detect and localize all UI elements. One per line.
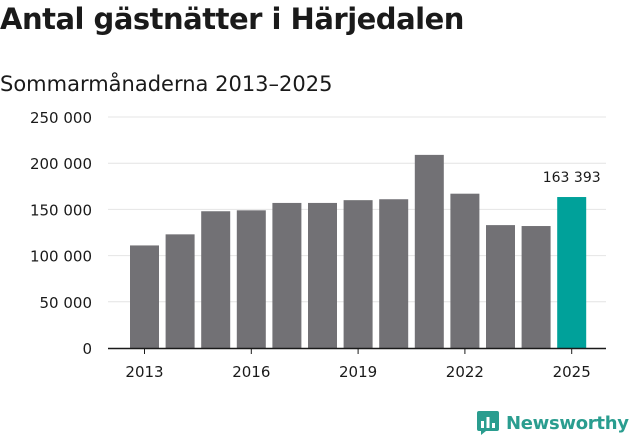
newsworthy-logo-icon bbox=[477, 411, 499, 435]
brand-name: Newsworthy bbox=[506, 412, 629, 434]
bar bbox=[308, 202, 337, 348]
y-tick-label: 100 000 bbox=[30, 248, 92, 266]
bar bbox=[450, 193, 480, 348]
bar bbox=[130, 245, 159, 348]
x-tick-label: 2025 bbox=[553, 363, 591, 381]
bar bbox=[379, 199, 409, 348]
x-tick-label: 2013 bbox=[125, 363, 163, 381]
bar bbox=[414, 154, 444, 348]
bar bbox=[201, 211, 231, 348]
brand-logo: Newsworthy bbox=[476, 408, 629, 438]
bar bbox=[272, 202, 302, 348]
chart-subtitle: Sommarmånaderna 2013–2025 bbox=[0, 72, 333, 96]
y-tick-label: 150 000 bbox=[30, 201, 92, 219]
y-tick-label: 200 000 bbox=[30, 155, 92, 173]
x-tick-label: 2019 bbox=[339, 363, 377, 381]
chart-title: Antal gästnätter i Härjedalen bbox=[0, 2, 464, 36]
y-tick-label: 0 bbox=[82, 340, 92, 358]
bar bbox=[165, 234, 195, 348]
x-tick-label: 2022 bbox=[446, 363, 484, 381]
bar bbox=[557, 197, 587, 348]
x-tick-label: 2016 bbox=[232, 363, 270, 381]
bar bbox=[521, 226, 551, 348]
y-tick-label: 50 000 bbox=[40, 294, 93, 312]
y-tick-label: 250 000 bbox=[30, 109, 92, 127]
bar bbox=[343, 200, 373, 348]
bar bbox=[236, 210, 266, 348]
data-label: 163 393 bbox=[543, 170, 601, 186]
bar bbox=[486, 225, 515, 348]
